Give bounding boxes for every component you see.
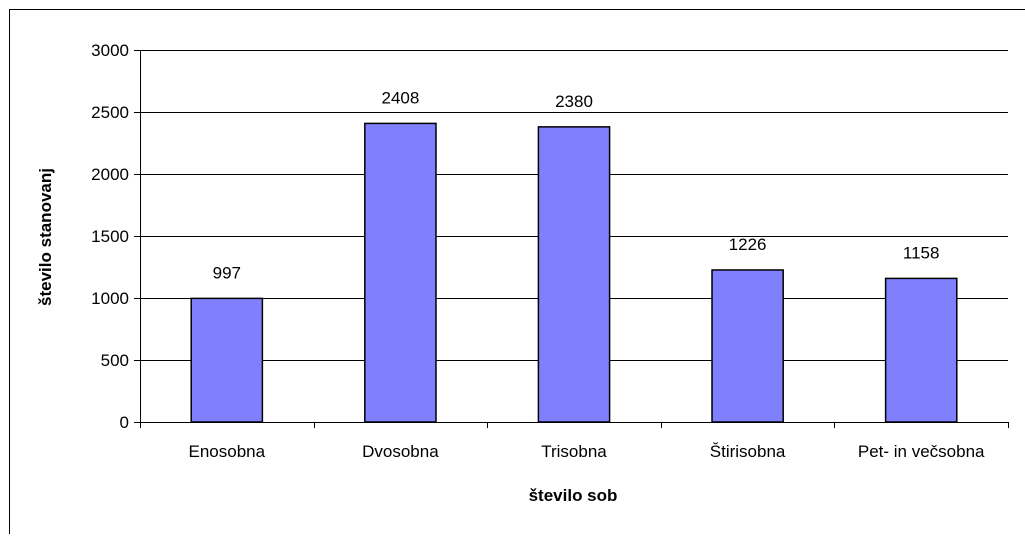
y-tick-label-3000: 3000	[91, 41, 129, 60]
y-tick-label-500: 500	[101, 351, 129, 370]
x-tick-labels: Enosobna Dvosobna Trisobna Štirisobna Pet- i…	[189, 442, 986, 461]
x-tick-label-enosobna: Enosobna	[189, 442, 266, 461]
data-labels: 997 2408 2380 1226 1158	[213, 88, 940, 282]
x-tick-label-stirisobna: Štirisobna	[710, 442, 786, 461]
data-label-enosobna: 997	[213, 263, 241, 282]
y-tick-label-0: 0	[120, 413, 129, 432]
y-tick-label-2000: 2000	[91, 165, 129, 184]
data-label-stirisobna: 1226	[729, 235, 767, 254]
y-tick-label-2500: 2500	[91, 103, 129, 122]
bar-enosobna	[190, 297, 264, 423]
bar-dvosobna	[364, 122, 437, 423]
bar-stirisobna	[711, 269, 784, 423]
x-tick-label-dvosobna: Dvosobna	[362, 442, 439, 461]
bars	[190, 122, 958, 423]
y-tick-labels: 0 500 1000 1500 2000 2500 3000	[91, 41, 129, 432]
y-tick-label-1000: 1000	[91, 289, 129, 308]
y-axis-title: število stanovanj	[36, 168, 55, 306]
bar-trisobna	[537, 126, 611, 423]
x-axis-title: število sob	[529, 486, 618, 505]
y-tick-label-1500: 1500	[91, 227, 129, 246]
data-label-pet-in-vecsobna: 1158	[903, 243, 940, 262]
axes	[134, 50, 1009, 428]
bar-pet-in-vecsobna	[884, 277, 958, 423]
x-tick-label-trisobna: Trisobna	[541, 442, 607, 461]
x-tick-label-pet-in-vecsobna: Pet- in večsobna	[858, 442, 985, 461]
data-label-trisobna: 2380	[555, 92, 593, 111]
data-label-dvosobna: 2408	[381, 88, 419, 107]
